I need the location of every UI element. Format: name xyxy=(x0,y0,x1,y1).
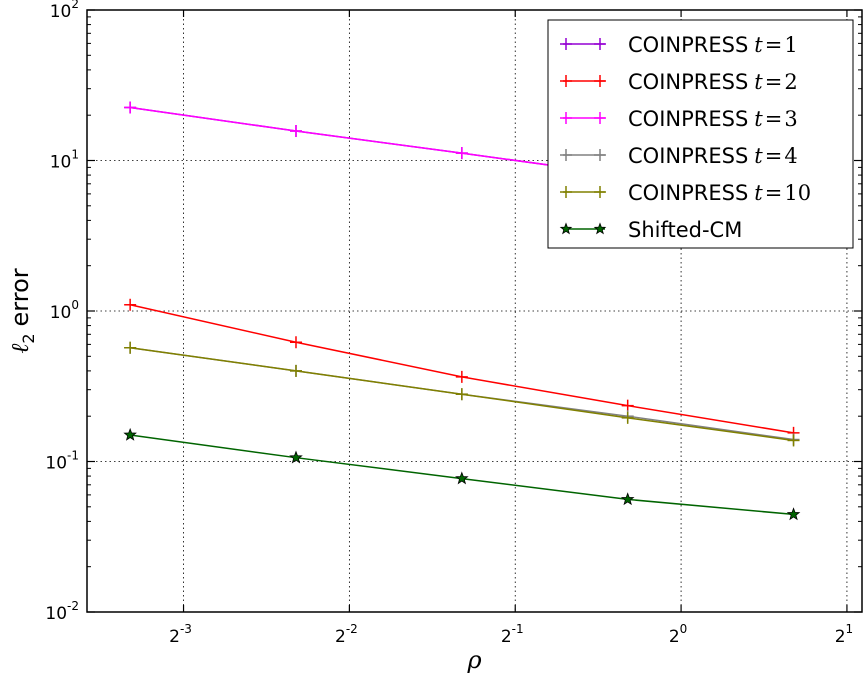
x-tick-label-exp: -2 xyxy=(346,622,358,636)
legend-label-var: t xyxy=(754,144,763,168)
legend-swatch-star xyxy=(593,222,607,235)
x-axis-label: ρ xyxy=(466,646,481,674)
legend-item-2: COINPRESS t=2 xyxy=(560,70,798,94)
y-tick-label: 102 xyxy=(50,0,79,22)
legend-label: COINPRESS t=4 xyxy=(628,144,798,168)
data-point-star xyxy=(786,507,801,521)
legend-label: COINPRESS t=3 xyxy=(628,107,798,131)
legend-label-text: COINPRESS xyxy=(628,70,748,94)
legend-label-op: = xyxy=(765,33,783,57)
legend-item-1: COINPRESS t=1 xyxy=(560,33,798,57)
series-5 xyxy=(124,341,800,447)
x-tick-label: 2-2 xyxy=(335,622,358,647)
legend-label-val: 10 xyxy=(784,181,811,205)
y-tick-label-exp: 2 xyxy=(71,0,79,11)
y-tick-label: 10-1 xyxy=(45,449,79,474)
legend-label-val: 4 xyxy=(784,144,797,168)
x-tick-label-base: 2 xyxy=(169,627,180,647)
y-tick-label-base: 10 xyxy=(45,604,67,624)
ticks xyxy=(87,9,862,613)
x-tick-label-base: 2 xyxy=(501,627,512,647)
x-tick-label: 2-3 xyxy=(169,622,192,647)
y-tick-label-base: 10 xyxy=(50,303,72,323)
legend-label-var: t xyxy=(754,181,763,205)
legend-label-text: COINPRESS xyxy=(628,181,748,205)
legend-label-op: = xyxy=(765,181,783,205)
x-tick-label-base: 2 xyxy=(835,627,846,647)
legend-label-var: t xyxy=(754,70,763,94)
y-axis-label: ℓ2 error xyxy=(6,268,38,353)
legend-label: COINPRESS t=1 xyxy=(628,33,798,57)
legend-label-text: COINPRESS xyxy=(628,107,748,131)
legend-label-val: 3 xyxy=(784,107,797,131)
series-line xyxy=(129,304,794,434)
legend-label: Shifted-CM xyxy=(628,218,742,242)
y-tick-label-base: 10 xyxy=(50,153,72,173)
x-tick-label-base: 2 xyxy=(335,627,346,647)
y-tick-label: 101 xyxy=(50,148,79,173)
legend-label-val: 1 xyxy=(784,33,797,57)
data-point-star xyxy=(123,427,137,441)
series-2 xyxy=(124,298,800,439)
legend-label-text: COINPRESS xyxy=(628,33,748,57)
legend-item-3: COINPRESS t=3 xyxy=(560,107,798,131)
y-tick-label-exp: 0 xyxy=(71,298,79,312)
x-tick-label-exp: -3 xyxy=(180,622,192,636)
data-point-star xyxy=(620,492,635,506)
legend-item-6: Shifted-CM xyxy=(559,218,742,242)
legend-label-val: 2 xyxy=(784,70,797,94)
x-tick-label-exp: -1 xyxy=(512,622,524,636)
series-6 xyxy=(123,427,801,521)
y-tick-label-exp: -2 xyxy=(67,599,79,613)
legend-item-4: COINPRESS t=4 xyxy=(560,144,798,168)
x-tick-label: 20 xyxy=(669,622,687,647)
legend-label-op: = xyxy=(765,70,783,94)
x-tick-label-exp: 1 xyxy=(846,622,854,636)
y-axis-label-subscript: 2 xyxy=(19,333,38,343)
legend-box xyxy=(547,19,854,249)
y-tick-label: 10-2 xyxy=(45,599,79,624)
y-tick-label-base: 10 xyxy=(50,2,72,22)
y-axis-label-text: error xyxy=(6,268,34,326)
y-tick-label: 100 xyxy=(50,298,79,323)
legend-swatch-star xyxy=(559,222,573,235)
y-tick-label-exp: 1 xyxy=(71,148,79,162)
legend-label-op: = xyxy=(765,107,783,131)
data-point-star xyxy=(455,471,469,485)
data-point-star xyxy=(289,450,303,464)
x-tick-label: 21 xyxy=(835,622,853,647)
legend-label-var: t xyxy=(754,33,763,57)
legend-item-5: COINPRESS t=10 xyxy=(560,181,811,205)
legend-label: COINPRESS t=10 xyxy=(628,181,811,205)
x-tick-label-exp: 0 xyxy=(680,622,688,636)
y-axis-label-symbol: ℓ xyxy=(6,344,34,354)
legend-label-var: t xyxy=(754,107,763,131)
legend-label-text: Shifted-CM xyxy=(628,218,742,242)
y-tick-label-exp: -1 xyxy=(67,449,79,463)
x-tick-label-base: 2 xyxy=(669,627,680,647)
legend-label: COINPRESS t=2 xyxy=(628,70,798,94)
legend-label-op: = xyxy=(765,144,783,168)
x-tick-label: 2-1 xyxy=(501,622,524,647)
y-tick-label-base: 10 xyxy=(45,454,67,474)
legend-label-text: COINPRESS xyxy=(628,144,748,168)
